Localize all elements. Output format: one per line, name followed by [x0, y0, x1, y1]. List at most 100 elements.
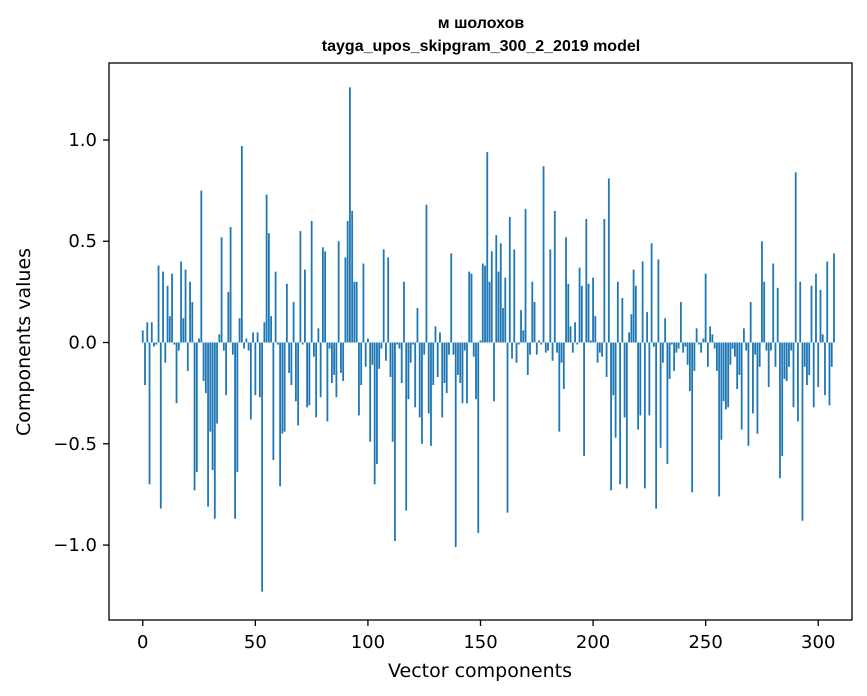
bar-7: [157, 265, 160, 343]
bar-101: [369, 342, 372, 442]
bar-46: [245, 338, 248, 343]
bar-230: [659, 342, 662, 448]
bar-291: [797, 342, 799, 422]
bar-86: [335, 342, 338, 398]
bar-241: [684, 342, 687, 347]
bar-289: [792, 342, 795, 408]
bar-140: [457, 342, 459, 375]
bar-152: [484, 265, 486, 343]
bar-205: [603, 218, 606, 343]
bar-286: [785, 342, 788, 381]
bar-96: [358, 342, 360, 416]
bar-210: [614, 342, 617, 438]
bar-262: [731, 342, 734, 349]
bar-117: [405, 342, 408, 511]
bar-258: [722, 342, 725, 402]
x-axis-ticks: 0 50 100 150 200 250 300: [137, 620, 835, 653]
bar-273: [756, 342, 759, 434]
bar-145: [468, 271, 471, 343]
bar-240: [682, 342, 685, 353]
bar-298: [812, 342, 815, 408]
bar-8: [159, 342, 162, 509]
bar-113: [396, 342, 399, 345]
x-tick-label: 150: [463, 632, 497, 653]
bar-293: [801, 342, 804, 521]
bar-138: [452, 342, 455, 355]
bar-58: [272, 342, 275, 460]
bar-67: [292, 302, 295, 343]
bar-228: [655, 342, 658, 509]
bar-92: [349, 87, 351, 343]
bar-31: [211, 342, 214, 471]
bar-292: [799, 281, 802, 343]
bar-242: [686, 342, 689, 365]
bar-255: [716, 342, 718, 371]
bar-129: [432, 342, 435, 386]
bar-77: [315, 342, 318, 418]
bar-51: [256, 332, 259, 343]
bar-260: [727, 342, 730, 408]
bar-76: [312, 342, 315, 357]
bar-204: [601, 342, 603, 357]
bar-21: [189, 281, 191, 343]
bar-252: [709, 326, 712, 343]
bar-264: [736, 342, 739, 390]
bar-120: [412, 342, 414, 345]
bar-271: [752, 342, 754, 414]
bar-0: [141, 330, 144, 343]
bar-216: [628, 332, 630, 343]
bar-206: [605, 342, 608, 377]
bar-71: [301, 342, 304, 345]
bar-146: [470, 273, 473, 343]
bar-98: [362, 263, 365, 343]
bar-232: [664, 318, 667, 343]
bar-164: [511, 342, 513, 359]
bar-97: [360, 342, 363, 386]
bar-93: [351, 210, 354, 343]
bar-2: [146, 322, 149, 343]
bar-247: [698, 342, 700, 345]
bar-137: [450, 253, 453, 343]
bar-78: [317, 328, 320, 343]
bar-15: [175, 342, 178, 404]
bar-39: [229, 227, 232, 343]
bar-107: [382, 249, 385, 343]
bar-59: [274, 271, 277, 343]
bar-168: [520, 310, 522, 343]
bar-233: [666, 342, 669, 465]
bar-37: [225, 342, 227, 396]
bar-95: [355, 281, 358, 343]
bar-43: [238, 318, 241, 343]
bar-24: [195, 342, 198, 473]
bar-48: [249, 342, 252, 420]
bar-239: [679, 302, 682, 343]
bar-17: [180, 261, 182, 343]
bar-274: [758, 342, 761, 367]
bar-191: [571, 342, 574, 353]
bar-73: [306, 342, 309, 408]
bar-284: [781, 342, 784, 456]
bar-305: [828, 342, 831, 406]
bar-25: [198, 338, 200, 343]
bar-1: [144, 342, 146, 386]
bars-group: [141, 87, 835, 592]
bar-109: [387, 257, 390, 343]
bar-115: [400, 342, 403, 384]
bar-38: [227, 291, 230, 343]
bar-294: [803, 342, 806, 367]
bar-57: [270, 316, 273, 343]
bar-261: [729, 342, 732, 365]
bar-163: [508, 216, 511, 343]
bar-179: [544, 342, 547, 353]
bar-79: [319, 342, 322, 398]
bar-123: [418, 342, 421, 418]
bar-49: [252, 332, 254, 343]
bar-118: [407, 342, 410, 400]
bar-215: [625, 342, 628, 489]
bar-20: [186, 342, 189, 371]
bar-106: [380, 342, 383, 349]
bar-62: [281, 342, 284, 434]
bar-89: [342, 342, 345, 381]
bar-185: [558, 342, 561, 432]
